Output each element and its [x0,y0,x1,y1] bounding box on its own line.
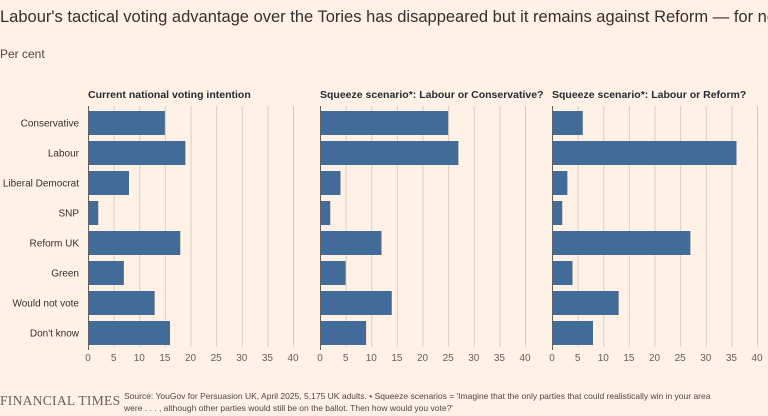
bar [88,321,170,345]
x-tick-label: 5 [111,353,117,364]
x-tick-label: 40 [519,353,531,364]
category-label: Green [51,269,79,280]
bar [320,231,382,255]
x-tick-label: 0 [317,353,323,364]
x-tick-label: 40 [287,353,299,364]
x-tick-label: 15 [159,353,171,364]
category-label: SNP [58,209,79,220]
chart-subtitle: Per cent [0,47,45,61]
bar [552,201,563,225]
x-tick-label: 30 [236,353,248,364]
x-tick-label: 25 [211,353,223,364]
bar [552,171,568,195]
x-tick-label: 5 [575,353,581,364]
category-label: Conservative [21,119,80,130]
x-tick-label: 20 [417,353,429,364]
category-label: Liberal Democrat [3,179,79,190]
x-tick-label: 0 [549,353,555,364]
x-tick-label: 35 [726,353,738,364]
category-label: Would not vote [12,299,79,310]
x-tick-label: 0 [85,353,91,364]
bar [552,321,593,345]
bar [320,201,331,225]
source-note: Source: YouGov for Persuasion UK, April … [124,390,764,414]
source-line-1: Source: YouGov for Persuasion UK, April … [124,391,711,401]
category-label: Reform UK [30,239,80,250]
source-line-2: were . . . , although other parties woul… [124,403,453,413]
x-tick-label: 25 [443,353,455,364]
x-tick-label: 30 [700,353,712,364]
bar [88,141,186,165]
category-label: Don't know [30,329,80,340]
x-tick-label: 20 [185,353,197,364]
bar [320,171,341,195]
bar [88,291,155,315]
bar [320,141,459,165]
x-tick-label: 30 [468,353,480,364]
x-tick-label: 35 [494,353,506,364]
chart-title: Labour's tactical voting advantage over … [0,8,768,26]
ft-brand-logo: FINANCIAL TIMES [0,393,121,408]
x-tick-label: 40 [751,353,763,364]
bar [552,111,583,135]
category-label: Labour [48,149,80,160]
panel-title: Squeeze scenario*: Labour or Reform? [552,89,746,101]
panel-title: Current national voting intention [88,89,251,101]
x-tick-label: 15 [623,353,635,364]
bar [320,261,346,285]
x-tick-label: 10 [134,353,146,364]
bar [552,231,691,255]
x-tick-label: 10 [598,353,610,364]
bar [552,291,619,315]
bar [320,111,449,135]
x-tick-label: 20 [649,353,661,364]
bar [88,261,124,285]
chart-area: Conservative Labour Liberal Democrat SNP Ref… [3,89,763,364]
x-tick-label: 15 [391,353,403,364]
bar [320,321,367,345]
bar [320,291,392,315]
panel-title: Squeeze scenario*: Labour or Conservativ… [320,89,543,101]
x-tick-label: 35 [262,353,274,364]
bar [88,171,129,195]
bar [88,201,99,225]
x-tick-label: 25 [675,353,687,364]
bar [88,231,181,255]
bar [552,141,737,165]
bar [552,261,573,285]
x-tick-label: 5 [343,353,349,364]
bar [88,111,165,135]
x-tick-label: 10 [366,353,378,364]
